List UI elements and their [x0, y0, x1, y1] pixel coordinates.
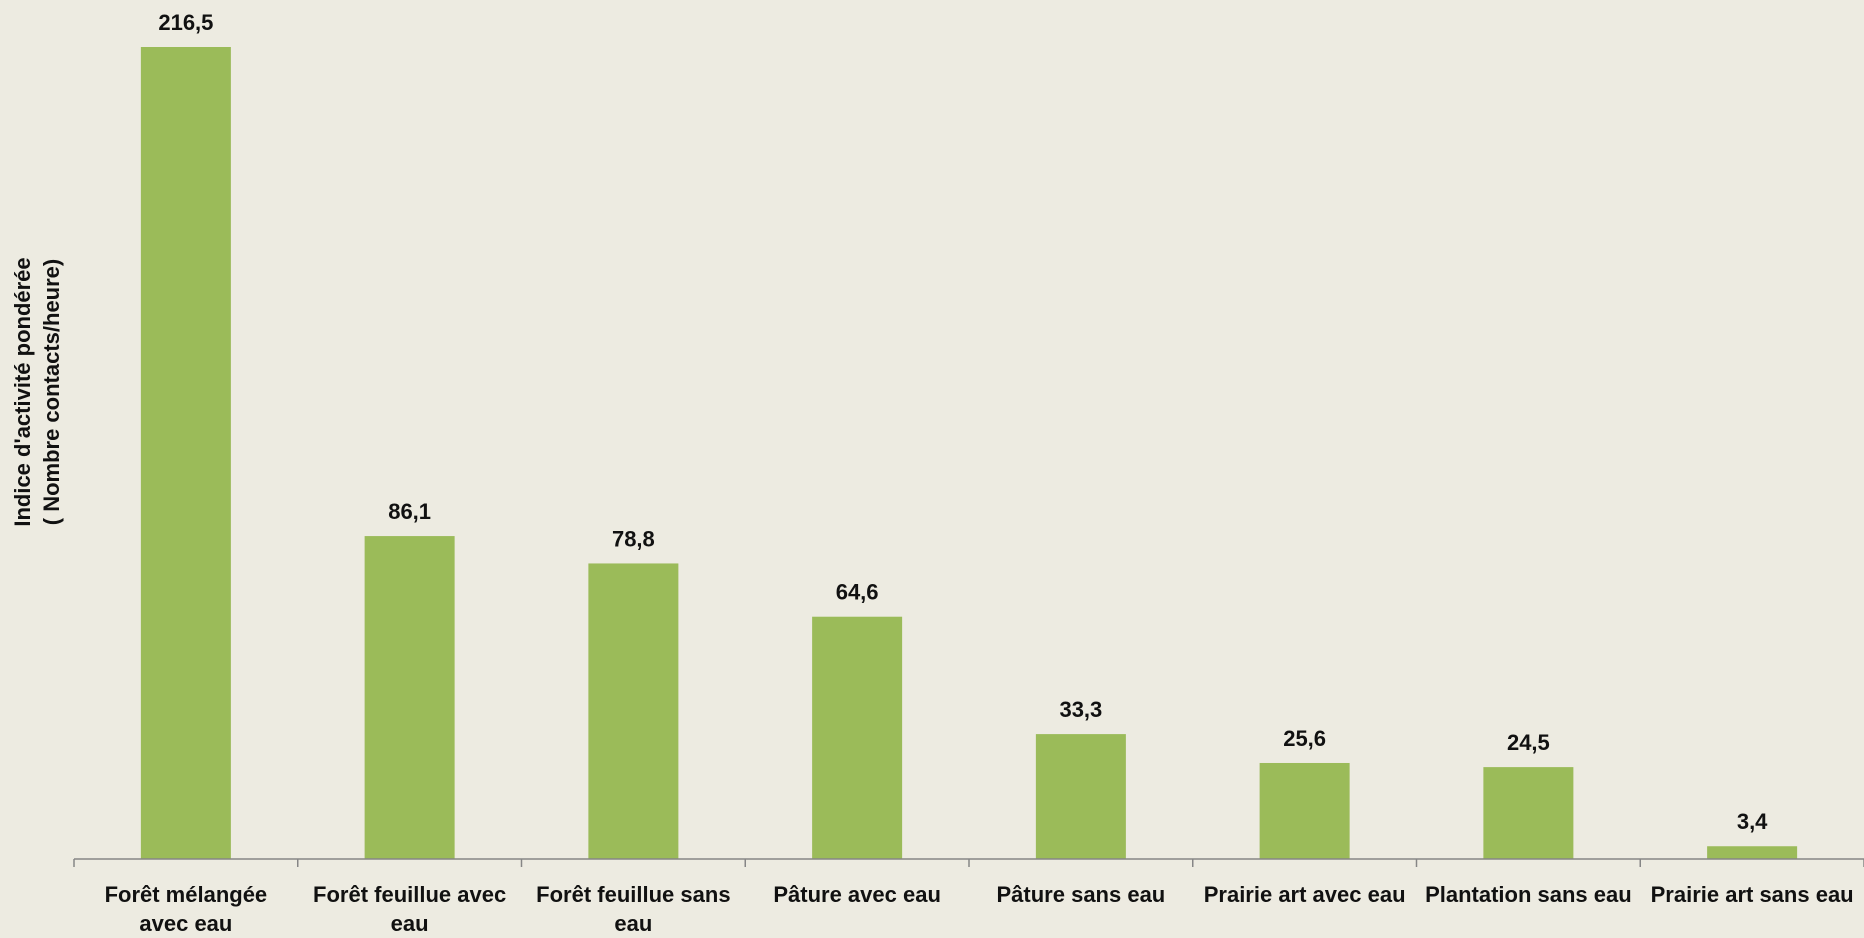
bars-group — [140, 47, 1798, 859]
data-label: 78,8 — [612, 526, 655, 551]
x-tick-labels-group: Forêt mélangée avec eau Forêt feuillue ave… — [105, 882, 1854, 936]
bar — [1259, 762, 1350, 859]
x-axis — [73, 858, 1864, 867]
x-tick-label: Prairie art sans eau — [1651, 882, 1854, 907]
bar — [1483, 767, 1574, 859]
x-tick-label-line: Pâture sans eau — [997, 882, 1166, 907]
x-tick-label-line: Pâture avec eau — [773, 882, 941, 907]
x-tick-label-line: Prairie art sans eau — [1651, 882, 1854, 907]
data-label: 64,6 — [836, 580, 879, 605]
x-tick-label-line: Prairie art avec eau — [1204, 882, 1406, 907]
x-tick-label-line: Plantation sans eau — [1425, 882, 1632, 907]
x-tick-label-line: Forêt feuillue sans — [536, 882, 730, 907]
bar — [588, 563, 679, 859]
data-label: 216,5 — [158, 10, 213, 35]
y-axis-title: Indice d'activité pondérée( Nombre conta… — [10, 257, 64, 526]
data-label: 33,3 — [1059, 697, 1102, 722]
data-label: 25,6 — [1283, 726, 1326, 751]
y-axis-title-line: ( Nombre contacts/heure) — [39, 259, 64, 526]
x-tick-label-line: Forêt feuillue avec — [313, 882, 506, 907]
bar — [140, 47, 231, 859]
x-tick-label: Plantation sans eau — [1425, 882, 1632, 907]
y-axis-title-text: Indice d'activité pondérée( Nombre conta… — [10, 257, 64, 526]
x-tick-label-line: eau — [614, 911, 652, 936]
data-label: 3,4 — [1737, 809, 1768, 834]
bar — [812, 616, 903, 859]
data-label: 86,1 — [388, 499, 431, 524]
data-labels-group: 216,5 86,1 78,8 64,6 33,3 25,6 24,5 3,4 — [158, 10, 1768, 834]
x-tick-label-line: avec eau — [139, 911, 232, 936]
x-tick-label: Forêt feuillue sans eau — [536, 882, 730, 936]
bar — [364, 536, 455, 859]
x-tick-label: Prairie art avec eau — [1204, 882, 1406, 907]
x-tick-label: Pâture sans eau — [997, 882, 1166, 907]
x-tick-label-line: Forêt mélangée — [105, 882, 268, 907]
bar — [1035, 734, 1126, 859]
bar — [1707, 846, 1798, 859]
x-tick-label: Forêt mélangée avec eau — [105, 882, 268, 936]
y-axis-title-line: Indice d'activité pondérée — [10, 257, 35, 526]
x-tick-label: Forêt feuillue avec eau — [313, 882, 506, 936]
data-label: 24,5 — [1507, 730, 1550, 755]
x-tick-label-line: eau — [391, 911, 429, 936]
x-tick-label: Pâture avec eau — [773, 882, 941, 907]
